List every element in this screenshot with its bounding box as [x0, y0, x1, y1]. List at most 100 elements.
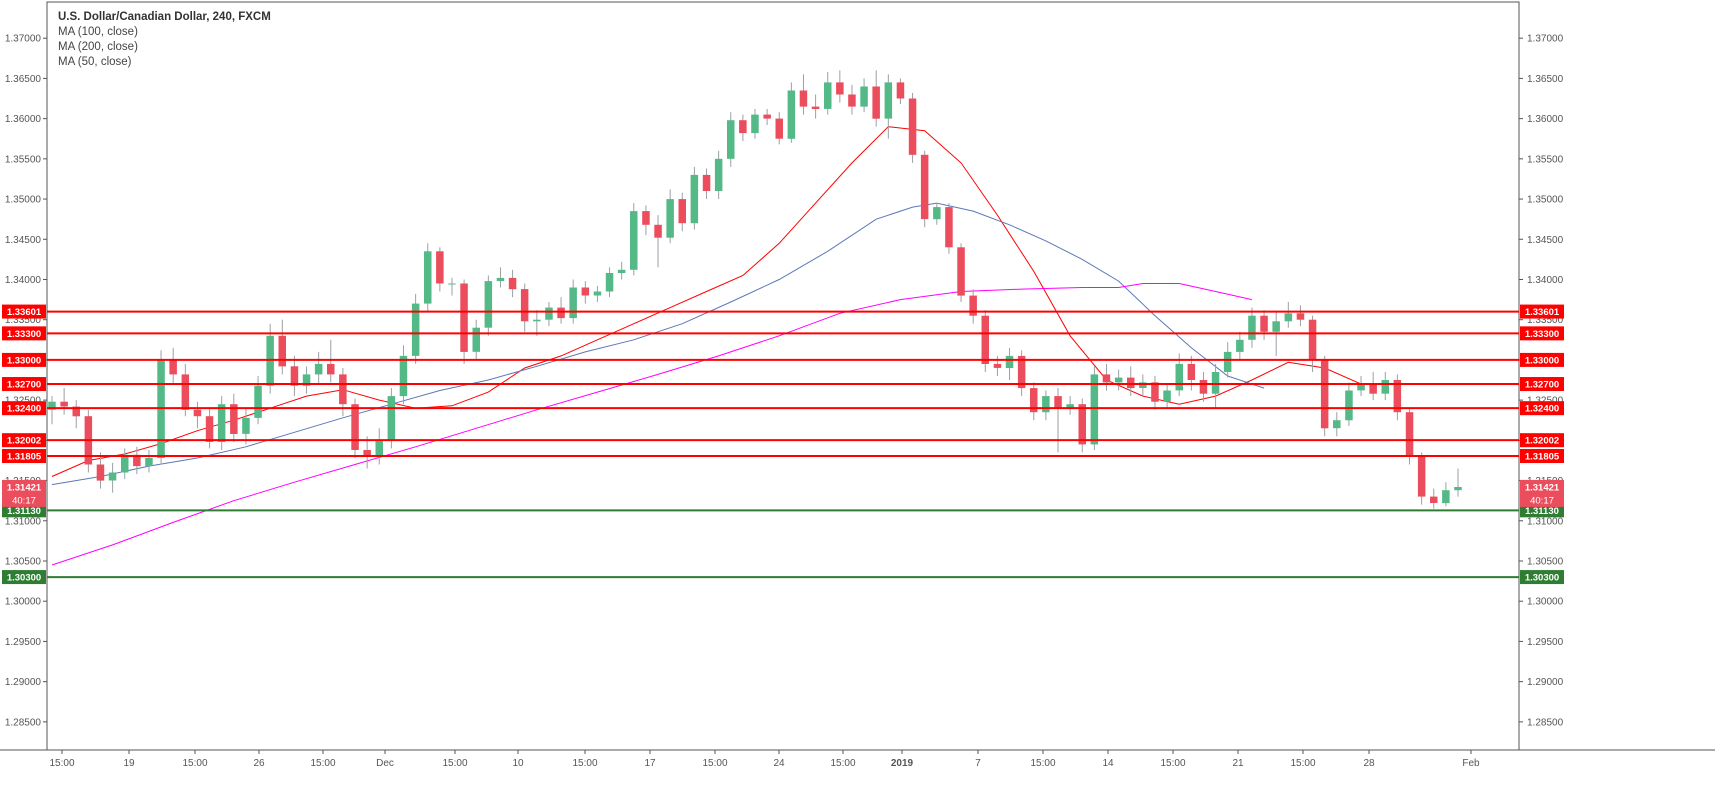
x-tick-label: 7 [975, 758, 981, 769]
x-tick-label: 24 [773, 758, 785, 769]
candle-down [1017, 355, 1026, 389]
last-price-label-right: 1.31421 [1525, 482, 1560, 493]
candle-down [739, 120, 747, 134]
x-tick-label: 26 [253, 758, 265, 769]
x-tick-label: 10 [512, 758, 524, 769]
candle-down [920, 154, 929, 220]
candle-up [617, 269, 626, 273]
y-tick-label-right: 1.28500 [1527, 717, 1564, 728]
candle-down [363, 450, 371, 457]
y-tick-label-left: 1.36000 [5, 114, 42, 125]
resistance-level-label-left: 1.32002 [7, 436, 41, 447]
candle-down [896, 82, 905, 99]
candle-down [1308, 319, 1317, 360]
candle-down [193, 409, 202, 417]
candle-up [1381, 380, 1389, 394]
candle-down [799, 90, 808, 107]
support-level-label-left: 1.31130 [7, 506, 41, 517]
candle-up [411, 303, 420, 356]
ma-line-100 [51, 202, 1265, 486]
candle-down [836, 82, 844, 95]
x-tick-label: 19 [123, 758, 135, 769]
y-tick-label-right: 1.34000 [1527, 275, 1564, 286]
last-price-badge-left [2, 479, 46, 507]
candle-down [181, 374, 190, 410]
candle-up [727, 120, 735, 159]
support-level-label-left: 1.30300 [7, 573, 41, 584]
resistance-level-label-right: 1.33300 [1525, 329, 1559, 340]
candle-up [217, 404, 226, 442]
candle-down [969, 295, 977, 316]
candle-down [1369, 384, 1377, 394]
y-tick-label-right: 1.33500 [1527, 315, 1564, 326]
candle-up [1163, 390, 1171, 402]
y-tick-label-left: 1.30500 [5, 556, 42, 567]
candle-up [108, 472, 117, 481]
candle-down [557, 307, 565, 319]
y-tick-label-right: 1.36000 [1527, 114, 1564, 125]
candle-up [751, 114, 759, 134]
candle-down [1199, 380, 1208, 394]
candle-down [96, 464, 105, 481]
candle-down [811, 106, 820, 109]
resistance-level-label-left: 1.31805 [7, 452, 42, 463]
y-tick-label-left: 1.31000 [5, 516, 42, 527]
y-tick-label-right: 1.30500 [1527, 556, 1564, 567]
candle-up [1114, 377, 1123, 383]
x-tick-label: Dec [376, 758, 394, 769]
candle-up [860, 86, 868, 107]
resistance-level-badge-right [1520, 377, 1564, 392]
support-level-label-right: 1.31130 [1525, 506, 1559, 517]
candle-up [1175, 363, 1183, 391]
y-tick-label-left: 1.35500 [5, 154, 42, 165]
resistance-level-badge-right [1520, 401, 1564, 416]
candle-up [496, 277, 505, 282]
candle-up [48, 401, 56, 410]
countdown-label-left: 40:17 [12, 495, 36, 506]
resistance-level-badge-left [2, 377, 46, 392]
candle-up [254, 385, 262, 418]
x-tick-label: 15:00 [49, 758, 74, 769]
candle-down [848, 94, 856, 107]
resistance-level-badge-left [2, 326, 46, 341]
candle-down [1405, 412, 1414, 457]
y-tick-label-right: 1.34500 [1527, 235, 1564, 246]
candle-down [1260, 315, 1268, 332]
resistance-level-badge-left [2, 352, 46, 367]
resistance-level-badge-left [2, 433, 46, 448]
y-tick-label-left: 1.29500 [5, 637, 42, 648]
y-tick-label-left: 1.30000 [5, 597, 42, 608]
x-tick-label: 14 [1102, 758, 1114, 769]
countdown-label-right: 40:17 [1530, 495, 1554, 506]
candle-up [545, 307, 553, 320]
candle-down [775, 118, 783, 139]
y-tick-label-right: 1.37000 [1527, 34, 1564, 45]
candle-up [302, 374, 311, 386]
y-tick-label-right: 1.32500 [1527, 396, 1564, 407]
y-tick-label-right: 1.29000 [1527, 677, 1564, 688]
y-tick-label-right: 1.35000 [1527, 195, 1564, 206]
candle-down [1320, 359, 1329, 429]
candle-down [327, 363, 335, 375]
y-tick-label-left: 1.34000 [5, 275, 42, 286]
y-tick-label-left: 1.36500 [5, 74, 42, 85]
candle-up [399, 355, 408, 397]
candle-up [1272, 321, 1280, 332]
resistance-level-label-right: 1.33601 [1525, 307, 1560, 318]
candle-up [1442, 490, 1450, 504]
candle-up [666, 199, 674, 238]
resistance-level-badge-right [1520, 352, 1564, 367]
y-tick-label-left: 1.32500 [5, 396, 42, 407]
candle-up [1005, 355, 1014, 368]
x-tick-label: 15:00 [442, 758, 467, 769]
candle-up [1284, 313, 1293, 322]
candle-down [133, 454, 141, 467]
support-level-label-right: 1.30300 [1525, 573, 1559, 584]
ma-line-200 [51, 283, 1253, 566]
candle-down [520, 289, 529, 322]
x-tick-label: 17 [644, 758, 656, 769]
candle-down [230, 404, 238, 434]
last-price-label-left: 1.31421 [7, 482, 42, 493]
